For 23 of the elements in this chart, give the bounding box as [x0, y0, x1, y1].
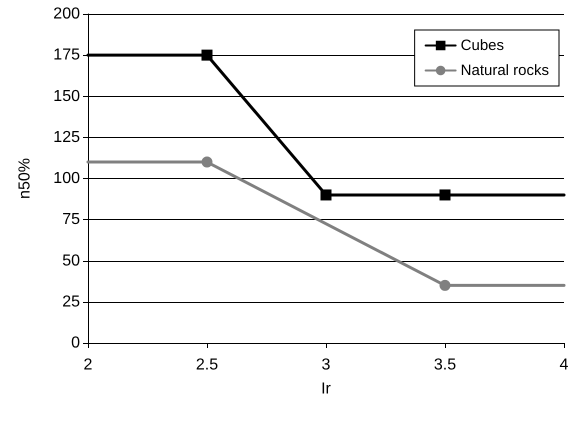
- y-tick-label: 75: [62, 211, 80, 228]
- y-tick-label: 100: [53, 170, 80, 187]
- point: [320, 189, 332, 200]
- x-tick-label: 4: [560, 356, 569, 374]
- y-tick-label: 200: [53, 6, 80, 22]
- point: [440, 189, 450, 200]
- y-tick-label: 175: [53, 46, 80, 64]
- legend-label: Cubes: [460, 37, 504, 54]
- point: [202, 156, 212, 168]
- y-tick-label: 125: [53, 128, 80, 146]
- x-tick-label: 2: [84, 356, 93, 374]
- y-tick-label: 150: [53, 88, 80, 105]
- x-tick-label: 3.5: [434, 356, 456, 374]
- point: [440, 280, 450, 291]
- y-axis-title: n50%: [16, 158, 34, 199]
- point: [202, 50, 212, 61]
- y-tick-label: 25: [62, 293, 80, 310]
- x-tick-label: 3: [322, 356, 331, 374]
- y-tick-label: 0: [71, 334, 80, 352]
- legend-label: Natural rocks: [460, 62, 549, 79]
- x-tick-label: 2.5: [196, 356, 218, 374]
- x-axis-title: Ir: [321, 380, 332, 398]
- y-tick-label: 50: [62, 252, 80, 270]
